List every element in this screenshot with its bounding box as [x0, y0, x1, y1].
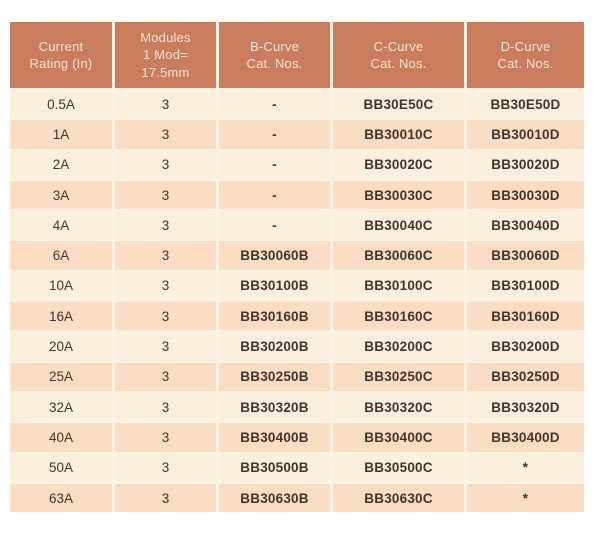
table-cell-d-curve-row13: * — [467, 483, 584, 513]
table-cell-b-curve-row1: - — [219, 120, 330, 149]
table-cell-b-curve-row6: BB30100B — [219, 271, 330, 301]
table-cell-d-curve-row8: BB30200D — [467, 332, 584, 361]
table-cell-b-curve-row4: - — [219, 211, 330, 240]
table-cell-b-curve-row13: BB30630B — [219, 483, 330, 513]
table-cell-d-curve-row1: BB30010D — [467, 120, 584, 149]
table-cell-c-curve-row9: BB30250C — [333, 362, 464, 391]
table-cell-current-rating-row9: 25A — [10, 362, 112, 391]
table-cell-c-curve-row3: BB30030C — [333, 180, 464, 210]
table-cell-modules-row8: 3 — [115, 332, 216, 361]
table-cell-d-curve-row6: BB30100D — [467, 271, 584, 301]
table-cell-b-curve-row9: BB30250B — [219, 362, 330, 391]
table-cell-b-curve-row3: - — [219, 180, 330, 210]
table-cell-c-curve-row8: BB30200C — [333, 332, 464, 361]
table-cell-current-rating-row3: 3A — [10, 180, 112, 210]
catalog-table: Current Rating (In) Modules 1 Mod= 17.5mm… — [10, 22, 584, 513]
table-cell-c-curve-row10: BB30320C — [333, 392, 464, 422]
table-cell-current-rating-row4: 4A — [10, 211, 112, 240]
table-cell-modules-row3: 3 — [115, 180, 216, 210]
table-cell-modules-row11: 3 — [115, 423, 216, 452]
table-cell-current-rating-row10: 32A — [10, 392, 112, 422]
header-cell-b-curve: B-Curve Cat. Nos. — [219, 22, 330, 88]
table-cell-c-curve-row2: BB30020C — [333, 150, 464, 179]
header-cell-d-curve: D-Curve Cat. Nos. — [467, 22, 584, 88]
table-cell-current-rating-row12: 50A — [10, 453, 112, 482]
catalog-table-wrapper: Current Rating (In) Modules 1 Mod= 17.5mm… — [10, 22, 584, 513]
table-cell-b-curve-row7: BB30160B — [219, 302, 330, 331]
table-cell-modules-row9: 3 — [115, 362, 216, 391]
table-cell-current-rating-row1: 1A — [10, 120, 112, 149]
table-cell-b-curve-row5: BB30060B — [219, 241, 330, 270]
table-cell-current-rating-row5: 6A — [10, 241, 112, 270]
table-cell-c-curve-row12: BB30500C — [333, 453, 464, 482]
table-cell-d-curve-row11: BB30400D — [467, 423, 584, 452]
table-cell-current-rating-row2: 2A — [10, 150, 112, 179]
table-cell-current-rating-row8: 20A — [10, 332, 112, 361]
table-cell-b-curve-row10: BB30320B — [219, 392, 330, 422]
table-cell-modules-row2: 3 — [115, 150, 216, 179]
table-cell-b-curve-row11: BB30400B — [219, 423, 330, 452]
table-cell-b-curve-row0: - — [219, 90, 330, 119]
table-cell-current-rating-row11: 40A — [10, 423, 112, 452]
table-cell-c-curve-row5: BB30060C — [333, 241, 464, 270]
table-cell-modules-row4: 3 — [115, 211, 216, 240]
table-cell-modules-row6: 3 — [115, 271, 216, 301]
table-cell-c-curve-row11: BB30400C — [333, 423, 464, 452]
table-cell-current-rating-row13: 63A — [10, 483, 112, 513]
table-cell-c-curve-row13: BB30630C — [333, 483, 464, 513]
header-cell-c-curve: C-Curve Cat. Nos. — [333, 22, 464, 88]
table-cell-c-curve-row1: BB30010C — [333, 120, 464, 149]
table-cell-d-curve-row0: BB30E50D — [467, 90, 584, 119]
table-cell-c-curve-row6: BB30100C — [333, 271, 464, 301]
table-cell-d-curve-row7: BB30160D — [467, 302, 584, 331]
table-cell-modules-row1: 3 — [115, 120, 216, 149]
table-cell-b-curve-row2: - — [219, 150, 330, 179]
table-cell-modules-row10: 3 — [115, 392, 216, 422]
table-cell-d-curve-row9: BB30250D — [467, 362, 584, 391]
table-cell-d-curve-row5: BB30060D — [467, 241, 584, 270]
table-cell-d-curve-row4: BB30040D — [467, 211, 584, 240]
table-cell-current-rating-row0: 0.5A — [10, 90, 112, 119]
header-cell-current-rating: Current Rating (In) — [10, 22, 112, 88]
table-cell-c-curve-row0: BB30E50C — [333, 90, 464, 119]
table-cell-b-curve-row12: BB30500B — [219, 453, 330, 482]
table-cell-d-curve-row10: BB30320D — [467, 392, 584, 422]
table-cell-modules-row0: 3 — [115, 90, 216, 119]
table-cell-current-rating-row6: 10A — [10, 271, 112, 301]
table-cell-d-curve-row3: BB30030D — [467, 180, 584, 210]
table-cell-c-curve-row7: BB30160C — [333, 302, 464, 331]
table-cell-modules-row7: 3 — [115, 302, 216, 331]
table-cell-current-rating-row7: 16A — [10, 302, 112, 331]
table-cell-modules-row13: 3 — [115, 483, 216, 513]
table-cell-c-curve-row4: BB30040C — [333, 211, 464, 240]
table-cell-d-curve-row12: * — [467, 453, 584, 482]
table-cell-d-curve-row2: BB30020D — [467, 150, 584, 179]
table-cell-modules-row12: 3 — [115, 453, 216, 482]
table-cell-modules-row5: 3 — [115, 241, 216, 270]
header-cell-modules: Modules 1 Mod= 17.5mm — [115, 22, 216, 88]
table-cell-b-curve-row8: BB30200B — [219, 332, 330, 361]
